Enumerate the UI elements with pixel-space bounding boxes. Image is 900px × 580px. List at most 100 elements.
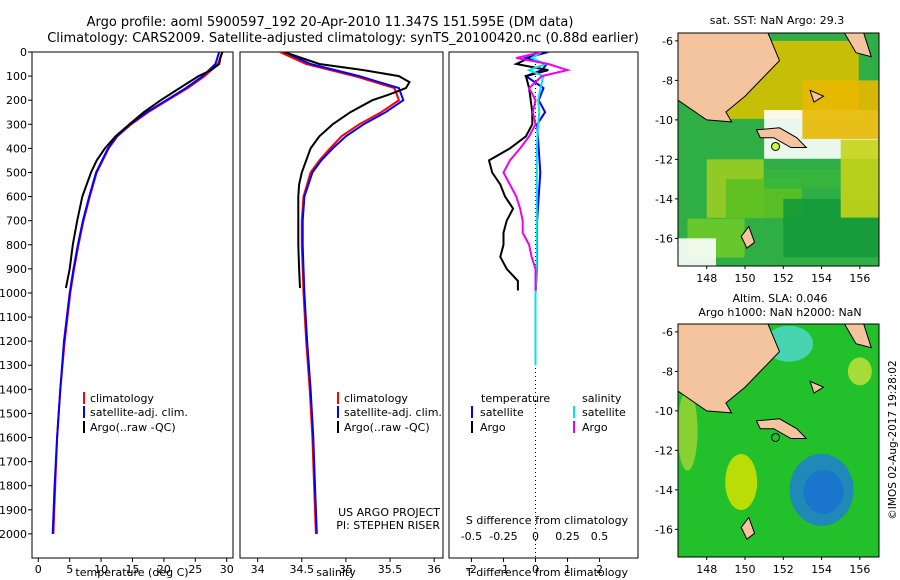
legend-label-satellite: satellite-adj. clim. [344, 406, 442, 419]
difference-panel-frame [448, 51, 639, 559]
series-line-satellite-adj-clim- [51, 52, 221, 534]
s-tick-label: -0.25 [489, 530, 517, 543]
x-tick-label: 10 [94, 563, 108, 576]
legend-header-temperature: temperature [481, 392, 550, 405]
temperature-panel-frame [31, 51, 234, 559]
x-tick-label: 2 [596, 563, 603, 576]
t-difference-axis-label: T difference from climatology [465, 566, 628, 579]
series-line-climatology [279, 52, 401, 534]
land-mass [755, 127, 808, 148]
map-x-tick-label: 148 [696, 563, 717, 576]
x-tick-label: 0 [35, 563, 42, 576]
map-y-tick-label: -14 [655, 193, 673, 206]
difference-plot [487, 52, 572, 558]
sla-blob [725, 453, 758, 510]
salinity-panel-frame [239, 51, 444, 559]
legend-header-salinity: salinity [582, 392, 622, 405]
salinity-plot [279, 52, 411, 534]
depth-tick-label: 400 [6, 142, 27, 155]
sst-map-frame [677, 32, 880, 267]
depth-tick-label: 2000 [0, 528, 27, 541]
map-y-tick-label: -16 [655, 523, 673, 536]
series-line-s-satellite [526, 52, 549, 366]
land-mass [678, 324, 781, 414]
map-y-tick-label: -12 [655, 153, 673, 166]
map-x-tick-label: 156 [849, 272, 870, 285]
temperature-legend: climatology satellite-adj. clim. Argo(..… [83, 392, 188, 434]
x-tick-label: 30 [220, 563, 234, 576]
legend-label-t-satellite: satellite [480, 406, 524, 419]
depth-tick-label: 1300 [0, 359, 27, 372]
depth-tick-label: 500 [6, 166, 27, 179]
x-tick-label: 5 [66, 563, 73, 576]
sst-map-ticks: 148 150 152 154 156 -6 -8 -10 -12 -14 -16 [655, 35, 870, 285]
sla-map-frame [677, 323, 880, 558]
depth-tick-label: 900 [6, 263, 27, 276]
x-tick-label: 35 [339, 563, 353, 576]
sla-map [678, 324, 879, 557]
legend-label-satellite: satellite-adj. clim. [90, 406, 188, 419]
depth-tick-label: 1000 [0, 287, 27, 300]
land-mass [843, 324, 873, 349]
map-x-tick-label: 148 [696, 272, 717, 285]
pi-annotation: PI: STEPHEN RISER [336, 519, 440, 532]
x-tick-label: 0 [532, 563, 539, 576]
project-annotation: US ARGO PROJECT [338, 506, 440, 519]
s-difference-axis-label: S difference from climatology [466, 514, 629, 527]
depth-tick-label: 600 [6, 191, 27, 204]
series-line-satellite-adj-clim- [283, 52, 405, 534]
depth-tick-label: 1200 [0, 335, 27, 348]
map-x-tick-label: 154 [811, 563, 832, 576]
x-tick-label: -1 [498, 563, 509, 576]
salinity-xticks: 34 34.5 35 35.5 36 [251, 558, 441, 576]
map-x-tick-label: 152 [773, 272, 794, 285]
x-tick-label: 1 [564, 563, 571, 576]
legend-label-s-satellite: satellite [582, 406, 626, 419]
difference-legend: temperature salinity satellite Argo sate… [471, 392, 626, 434]
depth-tick-label: 0 [20, 46, 27, 59]
land-mass [809, 89, 825, 103]
sst-map [678, 33, 879, 266]
x-tick-label: 36 [427, 563, 441, 576]
land-mass [740, 225, 756, 249]
depth-tick-label: 1800 [0, 480, 27, 493]
legend-label-s-argo: Argo [582, 421, 608, 434]
map-x-tick-label: 150 [735, 563, 756, 576]
map-y-tick-label: -12 [655, 444, 673, 457]
argo-position-marker [771, 141, 781, 151]
depth-tick-label: 100 [6, 70, 27, 83]
depth-tick-label: 300 [6, 118, 27, 131]
depth-tick-label: 1400 [0, 383, 27, 396]
map-y-tick-label: -10 [655, 114, 673, 127]
depth-tick-label: 700 [6, 215, 27, 228]
map-y-tick-label: -10 [655, 405, 673, 418]
salinity-axis-label: salinity [316, 566, 356, 579]
map-x-tick-label: 150 [735, 272, 756, 285]
map-y-tick-label: -8 [662, 365, 673, 378]
s-tick-label: 0.25 [555, 530, 580, 543]
legend-label-climatology: climatology [344, 392, 408, 405]
sla-blob [678, 390, 698, 471]
difference-xticks: -2 -1 0 1 2 -0.5 -0.25 0 0.25 0.5 [461, 530, 609, 576]
land-mass [678, 33, 781, 123]
temperature-plot [51, 52, 224, 534]
s-tick-label: -0.5 [461, 530, 482, 543]
depth-tick-label: 1500 [0, 407, 27, 420]
series-line-t-argo [487, 52, 549, 291]
sla-map-title-line2: Argo h1000: NaN h2000: NaN [698, 306, 861, 319]
s-tick-label: 0.5 [591, 530, 609, 543]
temperature-axis-label: temperature (deg C) [75, 566, 188, 579]
series-line-argo-raw-qc- [64, 52, 224, 289]
salinity-legend: climatology satellite-adj. clim. Argo(..… [336, 392, 442, 532]
map-y-tick-label: -6 [662, 35, 673, 48]
figure-title-line1: Argo profile: aoml 5900597_192 20-Apr-20… [87, 15, 574, 30]
sla-blob [847, 357, 872, 386]
sst-map-title: sat. SST: NaN Argo: 29.3 [710, 14, 844, 27]
argo-position-marker [771, 432, 781, 442]
map-y-tick-label: -16 [655, 232, 673, 245]
map-x-tick-label: 156 [849, 563, 870, 576]
depth-axis: 0 100 200 300 400 500 600 700 800 900 1000 1100 1200… [0, 46, 32, 541]
depth-tick-label: 200 [6, 94, 27, 107]
sst-patch [678, 238, 716, 266]
